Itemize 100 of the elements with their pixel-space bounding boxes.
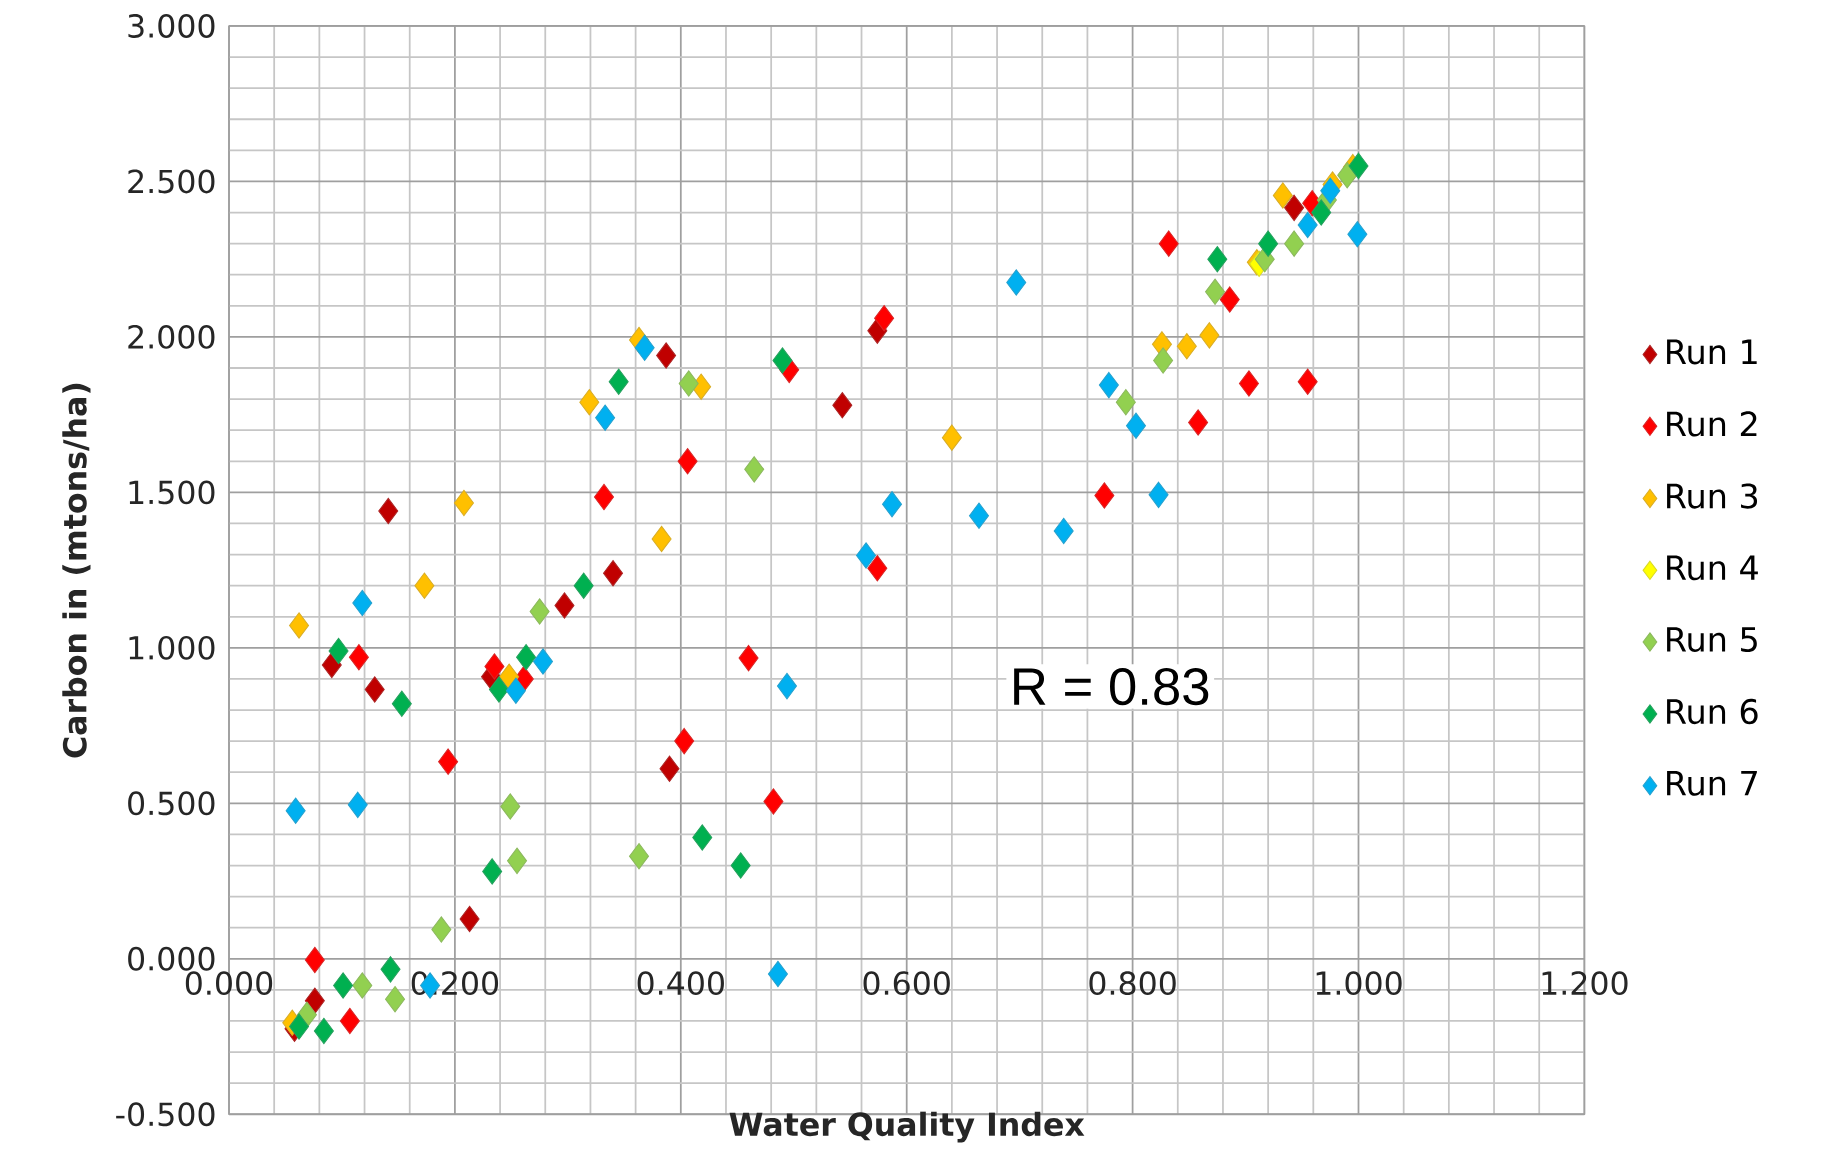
y-axis-title: Carbon in (mtons/ha): [62, 383, 91, 758]
point: [579, 389, 600, 416]
legend-label: Run 3: [1667, 483, 1758, 509]
point: [532, 648, 554, 675]
point: [856, 542, 877, 569]
point: [1238, 370, 1259, 397]
point: [1320, 177, 1341, 204]
point: [603, 560, 624, 587]
point: [1258, 230, 1279, 257]
point: [1094, 482, 1115, 509]
point: [484, 653, 505, 680]
point: [1006, 269, 1027, 296]
y-tick-label: 1.000: [129, 635, 215, 660]
y-tick-label: 2.000: [128, 324, 215, 349]
point: [1311, 199, 1332, 226]
point: [385, 986, 406, 1013]
x-tick-label: 0.000: [185, 971, 273, 996]
x-tick-label: 0.800: [1089, 971, 1176, 996]
point: [453, 489, 474, 517]
point: [304, 946, 325, 974]
point: [867, 555, 888, 582]
point: [651, 525, 672, 553]
point: [289, 612, 310, 639]
point: [364, 676, 385, 703]
point: [347, 791, 368, 819]
point: [1297, 368, 1318, 395]
annotation: R = 0.83: [1014, 667, 1209, 706]
point: [431, 916, 452, 943]
point: [1297, 211, 1318, 239]
point: [333, 972, 354, 999]
x-tick-label: 0.400: [637, 971, 724, 996]
point: [505, 677, 526, 704]
point: [1205, 278, 1226, 306]
point: [874, 305, 895, 332]
point: [285, 797, 306, 824]
point: [767, 960, 788, 988]
point: [1053, 517, 1074, 545]
point: [378, 497, 399, 525]
y-tick-label: 2.500: [128, 169, 215, 194]
point: [289, 1013, 310, 1040]
point: [1199, 322, 1220, 349]
point: [352, 972, 373, 999]
point: [500, 793, 521, 820]
point: [593, 483, 615, 511]
point: [573, 572, 594, 599]
x-axis-title: Water Quality Index: [729, 1111, 1085, 1143]
y-tick-label: 0.500: [128, 791, 215, 816]
x-tick-label: 1.200: [1542, 971, 1628, 996]
legend-label: Run 1: [1667, 339, 1757, 365]
point: [776, 672, 797, 700]
point: [438, 748, 459, 775]
point: [380, 956, 401, 983]
point: [772, 347, 793, 374]
point: [738, 644, 759, 672]
x-tick-label: 0.600: [863, 971, 950, 996]
point: [529, 598, 550, 625]
point: [968, 502, 989, 529]
point: [1219, 286, 1240, 313]
point: [313, 1017, 334, 1045]
y-tick-label: -0.500: [116, 1102, 215, 1127]
point: [1098, 371, 1119, 399]
legend-label: Run 2: [1667, 411, 1757, 437]
legend-label: Run 7: [1667, 770, 1757, 796]
point: [1176, 333, 1197, 360]
point: [1115, 389, 1136, 416]
point: [744, 456, 765, 483]
point: [516, 644, 537, 671]
point: [348, 644, 369, 671]
point: [339, 1007, 360, 1035]
point: [608, 368, 629, 395]
point: [1158, 230, 1179, 257]
x-tick-label: 1.000: [1316, 971, 1402, 996]
point: [1125, 412, 1146, 440]
point: [1348, 152, 1369, 180]
point: [628, 843, 650, 870]
point: [882, 491, 903, 518]
y-tick-label: 0.000: [128, 946, 215, 971]
legend-label: Run 5: [1667, 627, 1757, 653]
point: [459, 905, 480, 933]
point: [1284, 230, 1305, 257]
point: [328, 637, 349, 665]
point: [678, 370, 699, 397]
point: [482, 858, 503, 885]
point: [763, 788, 784, 815]
legend-label: Run 4: [1667, 555, 1758, 581]
point: [656, 342, 677, 369]
point: [1284, 194, 1305, 222]
y-tick-label: 3.000: [128, 14, 215, 38]
point: [391, 690, 412, 718]
point: [692, 824, 713, 851]
point: [507, 847, 528, 875]
point: [1153, 347, 1174, 374]
point: [659, 755, 680, 782]
point: [1148, 481, 1169, 509]
legend-label: Run 6: [1667, 698, 1758, 725]
point: [352, 589, 373, 617]
point: [1207, 246, 1228, 273]
point: [304, 987, 325, 1014]
point: [595, 404, 616, 431]
point: [554, 592, 575, 619]
